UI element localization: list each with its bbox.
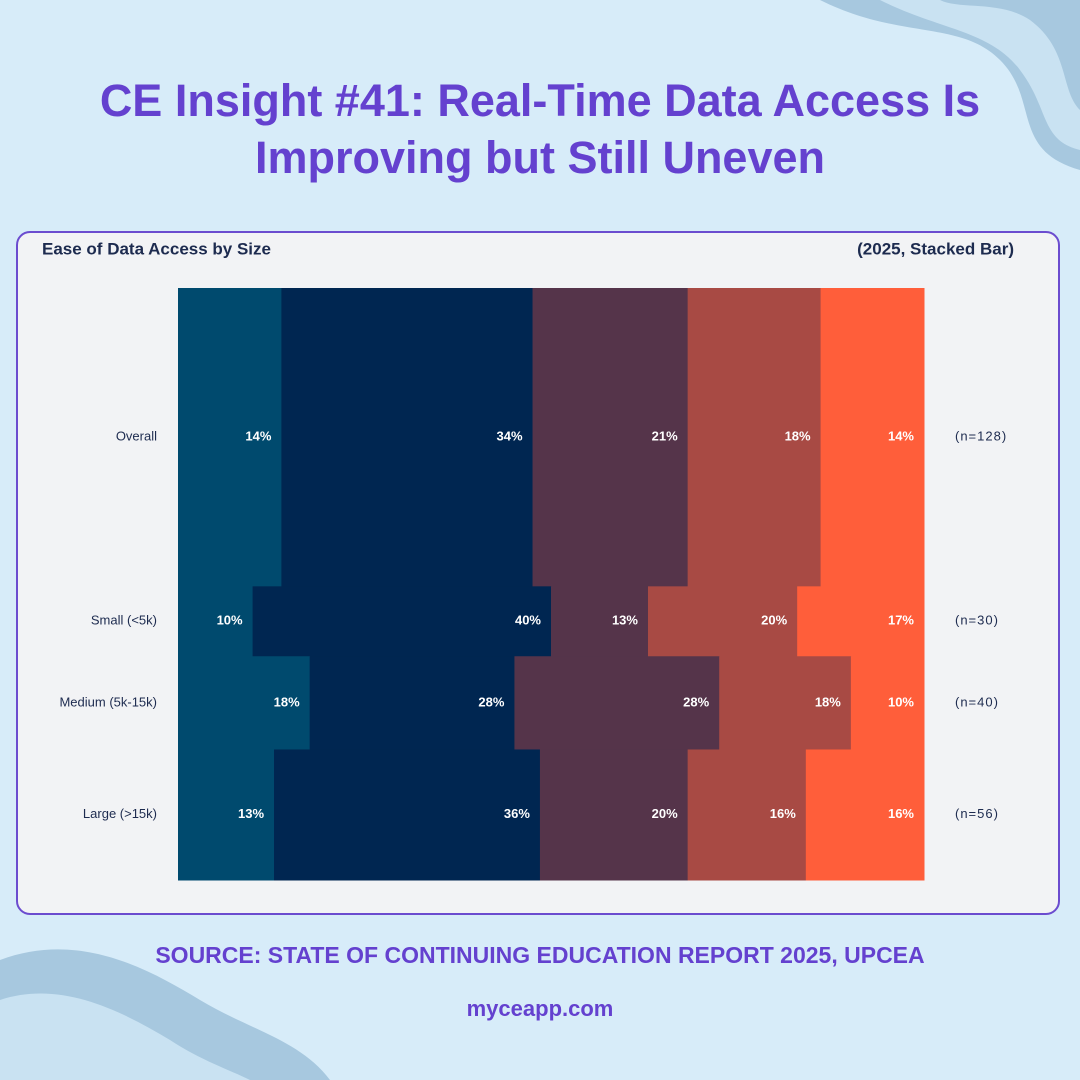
sample-size-label: (n=56) [955,806,999,821]
bar-segment [687,749,807,881]
bar-segment [539,749,689,881]
bar-segment [252,586,552,657]
value-label: 34% [497,429,523,444]
bar-segment [178,288,282,587]
value-label: 13% [612,613,638,628]
bar-segment [532,288,689,587]
bar-segment [309,656,515,750]
value-label: 10% [217,613,243,628]
bar-segment [514,656,720,750]
value-label: 14% [888,429,914,444]
value-label: 28% [478,694,504,709]
bar-segment [551,586,649,657]
value-label: 40% [515,613,541,628]
value-label: 36% [504,806,530,821]
bar-segment [719,656,852,750]
bar-segment [820,288,925,587]
value-label: 18% [274,694,300,709]
bar-segment [850,656,925,750]
sample-size-label: (n=40) [955,694,999,709]
category-label: Small (<5k) [91,613,157,628]
value-label: 16% [770,806,796,821]
category-label: Overall [116,429,157,444]
value-label: 18% [785,429,811,444]
bar-segment [281,288,534,587]
value-label: 18% [815,694,841,709]
value-label: 28% [683,694,709,709]
bar-segment [647,586,798,657]
value-label: 13% [238,806,264,821]
source: SOURCE: STATE OF CONTINUING EDUCATION RE… [155,942,925,968]
value-label: 17% [888,613,914,628]
category-label: Large (>15k) [83,806,157,821]
chart-subtitle: (2025, Stacked Bar) [857,239,1014,258]
bar-segment [805,749,925,881]
value-label: 16% [888,806,914,821]
sample-size-label: (n=128) [955,429,1007,444]
sample-size-label: (n=30) [955,613,999,628]
value-label: 10% [888,694,914,709]
value-label: 20% [652,806,678,821]
value-label: 20% [761,613,787,628]
bar-segment [687,288,822,587]
website: myceapp.com [466,996,614,1021]
category-label: Medium (5k-15k) [59,694,157,709]
chart-title: Ease of Data Access by Size [42,239,271,258]
bar-segment [274,749,541,881]
chart: Ease of Data Access by Size (2025, Stack… [42,239,1014,881]
bar-segment [178,586,254,657]
bar-segment [797,586,925,657]
bar-segment [178,749,275,881]
value-label: 21% [652,429,678,444]
bar-segment [178,656,311,750]
page-title: CE Insight #41: Real-Time Data Access Is… [99,75,981,183]
value-label: 14% [245,429,271,444]
